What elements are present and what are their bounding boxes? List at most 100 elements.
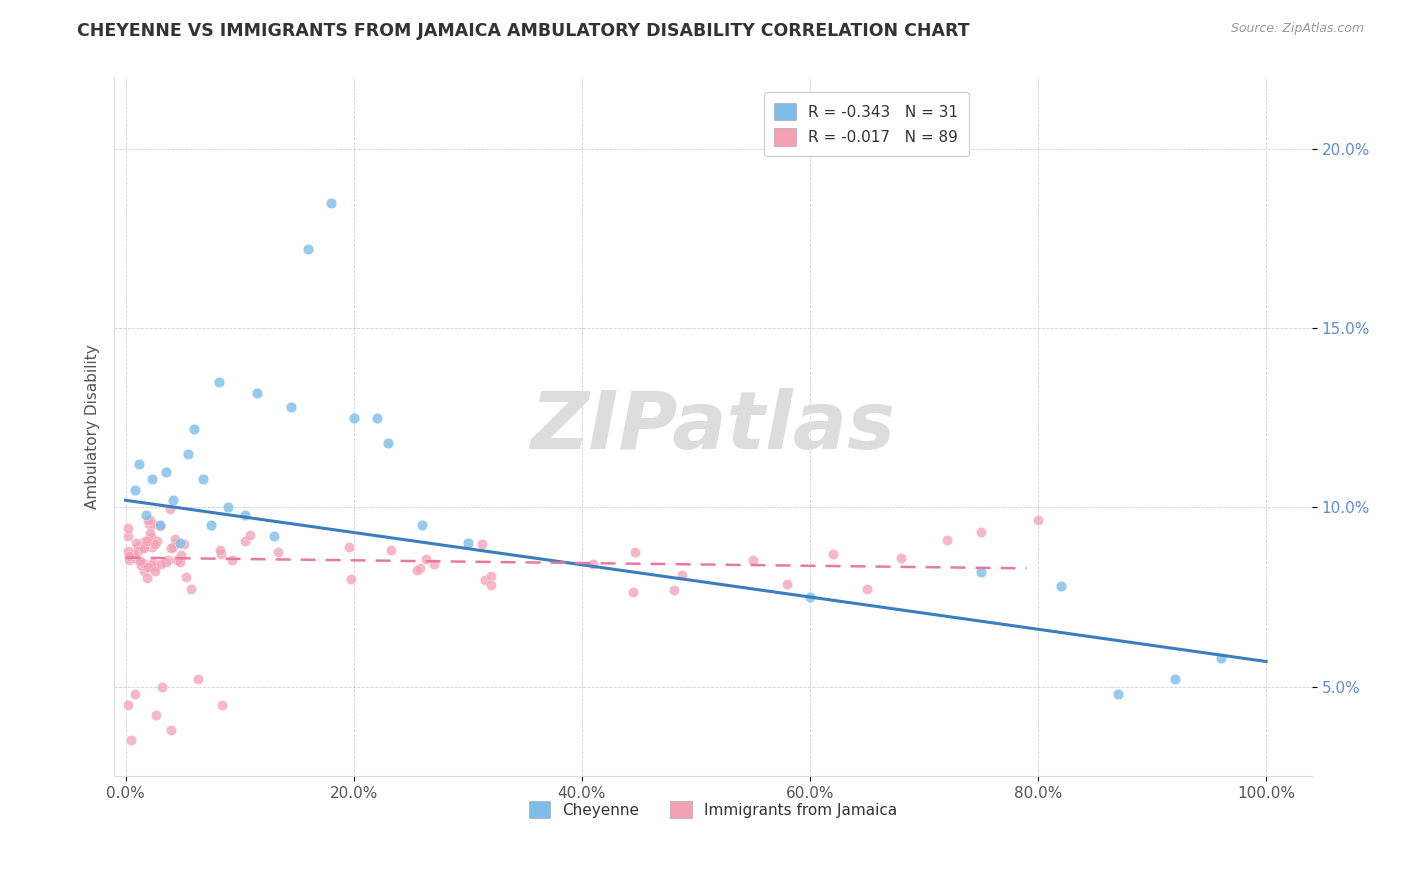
Point (169, 536, 191, 550)
Point (162, 493, 184, 508)
Point (141, 472, 163, 486)
Point (177, 447, 200, 461)
Point (166, 552, 188, 566)
Point (136, 534, 159, 549)
Point (280, 400, 302, 414)
Point (319, 195, 342, 210)
Point (180, 582, 202, 596)
Point (139, 526, 162, 541)
Point (821, 547, 844, 561)
Point (157, 552, 180, 566)
Point (120, 733, 142, 747)
Point (128, 539, 150, 553)
Point (297, 243, 319, 257)
Point (174, 570, 197, 584)
Point (1026, 513, 1049, 527)
Point (415, 552, 437, 566)
Point (134, 534, 156, 549)
Point (856, 582, 879, 597)
Point (162, 540, 184, 554)
Point (150, 680, 173, 694)
Point (141, 557, 163, 571)
Point (127, 544, 149, 558)
Point (145, 708, 167, 723)
Point (138, 558, 160, 573)
Point (155, 555, 177, 569)
Point (1164, 673, 1187, 687)
Point (129, 554, 152, 568)
Point (1209, 651, 1232, 665)
Point (124, 550, 146, 565)
Point (117, 551, 139, 566)
Point (143, 537, 166, 551)
Point (122, 547, 145, 561)
Point (470, 537, 492, 551)
Point (671, 568, 693, 582)
Point (117, 698, 139, 712)
Point (340, 572, 363, 586)
Point (135, 508, 157, 522)
Point (411, 518, 433, 533)
Point (970, 565, 993, 579)
Point (405, 563, 427, 577)
Point (135, 571, 157, 585)
Point (263, 529, 285, 543)
Point (134, 564, 156, 578)
Text: ZIPatlas: ZIPatlas (530, 388, 896, 466)
Point (124, 687, 146, 701)
Point (890, 550, 912, 565)
Point (246, 385, 269, 400)
Point (366, 410, 388, 425)
Point (479, 577, 502, 591)
Point (742, 552, 765, 566)
Point (187, 673, 209, 687)
Point (211, 698, 233, 712)
Point (474, 574, 496, 588)
Point (143, 564, 166, 578)
Point (149, 518, 172, 533)
Point (160, 723, 183, 737)
Text: Source: ZipAtlas.com: Source: ZipAtlas.com (1230, 22, 1364, 36)
Point (127, 541, 149, 555)
Point (118, 549, 141, 563)
Point (662, 583, 685, 598)
Point (191, 472, 214, 486)
Point (132, 556, 155, 570)
Point (409, 561, 432, 575)
Point (150, 558, 173, 572)
Point (935, 533, 957, 548)
Point (169, 556, 191, 570)
Point (118, 553, 141, 567)
Point (209, 547, 232, 561)
Point (582, 558, 605, 572)
Point (380, 542, 402, 557)
Text: CHEYENNE VS IMMIGRANTS FROM JAMAICA AMBULATORY DISABILITY CORRELATION CHART: CHEYENNE VS IMMIGRANTS FROM JAMAICA AMBU… (77, 22, 970, 40)
Point (377, 436, 399, 450)
Point (138, 517, 160, 532)
Point (170, 548, 193, 562)
Point (117, 529, 139, 543)
Point (267, 545, 290, 559)
Point (239, 528, 262, 542)
Legend: Cheyenne, Immigrants from Jamaica: Cheyenne, Immigrants from Jamaica (523, 795, 903, 824)
Point (136, 559, 159, 574)
Point (776, 577, 799, 591)
Point (970, 525, 993, 540)
Point (128, 458, 150, 472)
Point (208, 375, 231, 389)
Point (217, 500, 239, 515)
Point (136, 512, 159, 526)
Point (233, 533, 256, 548)
Point (124, 483, 146, 497)
Point (138, 513, 160, 527)
Point (343, 410, 366, 425)
Point (132, 539, 155, 553)
Point (457, 536, 479, 550)
Point (139, 530, 162, 544)
Point (163, 532, 186, 546)
Point (160, 541, 183, 556)
Point (173, 537, 195, 551)
Point (235, 508, 257, 522)
Point (621, 585, 644, 599)
Point (423, 557, 446, 571)
